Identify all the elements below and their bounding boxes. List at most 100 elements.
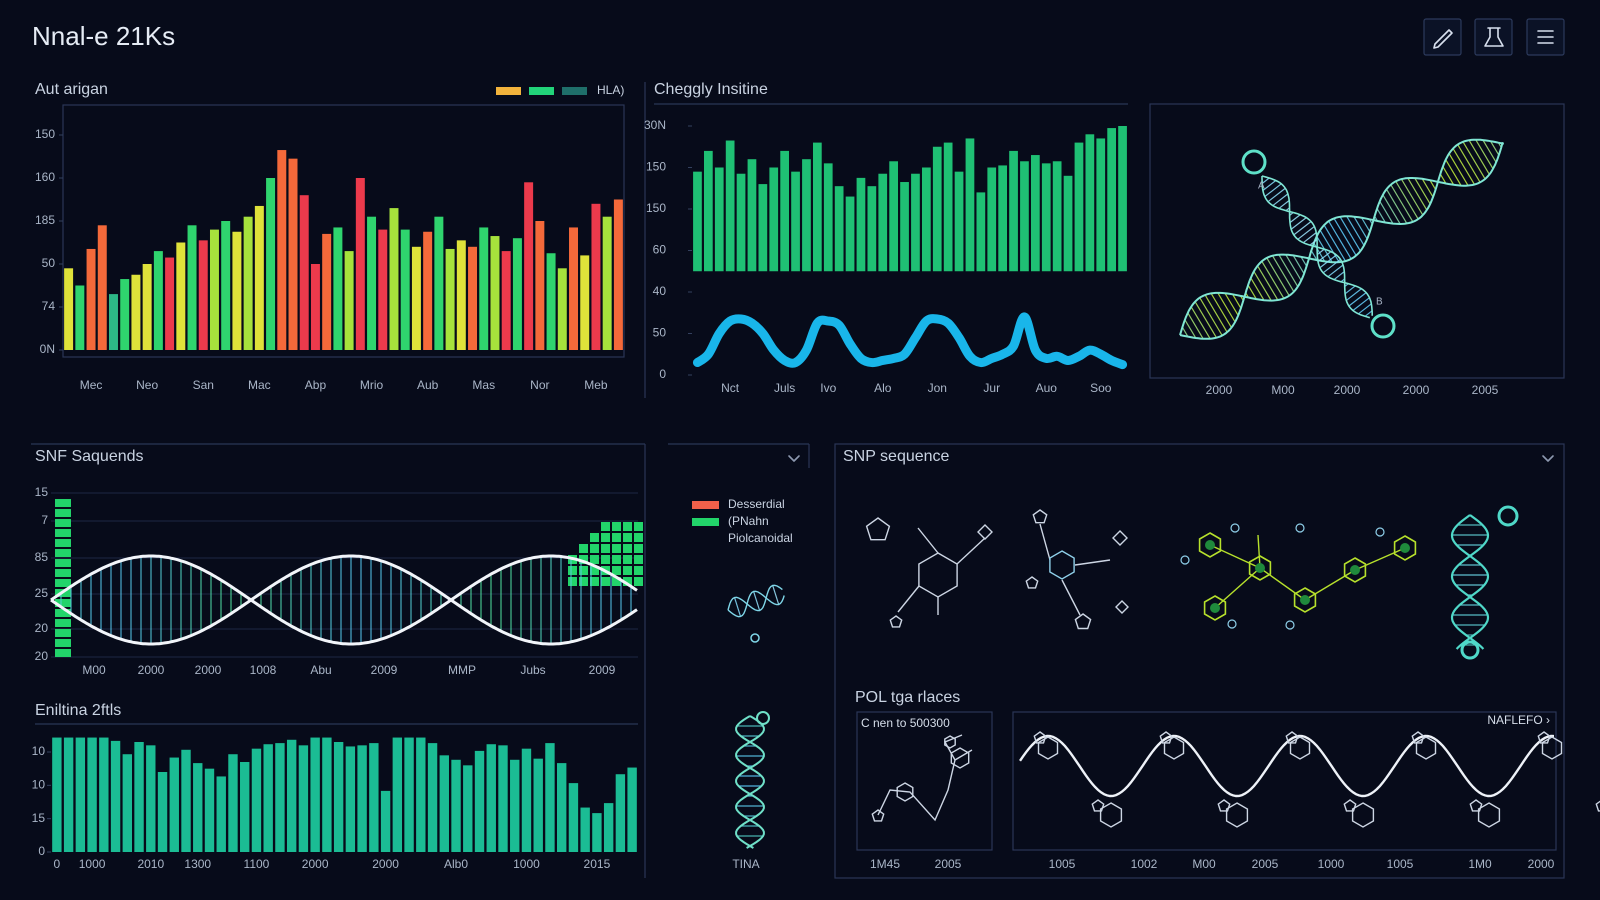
block [55,509,71,517]
edit-icon[interactable] [1433,29,1453,49]
menu-icon[interactable] [1537,30,1554,44]
y-tick-label: 150 [35,127,55,141]
block [601,522,610,531]
block [55,599,71,607]
bar [322,737,332,852]
menu-button[interactable] [1526,18,1565,56]
bar [427,743,438,852]
ring [1595,800,1600,812]
bar [87,737,97,852]
bar [845,196,855,272]
edit-button[interactable] [1423,18,1462,56]
bar [812,142,822,272]
block [568,577,577,586]
ring [889,615,903,628]
bar [345,746,356,852]
ring [1033,731,1047,744]
block [623,544,632,553]
helix-strand [1450,514,1490,650]
lab-icon[interactable] [1484,27,1504,47]
block [623,555,632,564]
helix-rung [1217,292,1236,323]
y-tick-label: 25 [35,586,49,600]
block [601,555,610,564]
bar [228,754,238,852]
lab-button[interactable] [1474,18,1513,56]
block [55,539,71,547]
legend-label: Piolcanoidal [728,531,793,545]
helix-rung [1290,217,1307,230]
ring [977,524,993,540]
atom [1295,523,1305,533]
bar [181,749,191,852]
bar [99,737,109,852]
legend-swatch [496,87,521,95]
helix-rung [1445,159,1462,186]
x-tick-label: 2005 [1252,857,1279,871]
bar [546,253,556,350]
helix-rung [1448,153,1469,186]
helix-rung [1272,193,1289,207]
x-tick-label: 1100 [244,857,270,871]
bar [389,208,399,350]
helix-rung [1204,294,1228,333]
snp-chevron[interactable] [1542,455,1554,462]
helix-rung [1344,285,1356,295]
helix-rung [1261,177,1270,184]
ring [1393,535,1417,561]
helix-rung [1271,255,1295,293]
helix-rung [1358,303,1372,315]
bar [479,227,489,350]
block [634,533,643,542]
block [55,629,71,637]
bar [169,757,179,852]
block [579,544,588,553]
panel-subtitle: POL tga rlaces [855,689,960,706]
helix-rung [1429,179,1437,190]
block [634,522,643,531]
x-tick-label: Jon [928,381,947,395]
bar [198,240,208,350]
x-tick-label: 2000 [1206,383,1233,397]
dna-label: A [1258,181,1265,192]
bond [1061,579,1081,616]
x-tick-label: 2000 [372,857,399,871]
helix-rung [1390,184,1414,223]
y-tick-label: 0 [659,367,666,381]
x-tick-label: 1008 [250,663,277,677]
helix-rung [1184,319,1197,339]
x-tick-label: Soo [1090,381,1112,395]
x-tick-label: 2005 [935,857,962,871]
bar [557,268,567,350]
helix-rung [1293,221,1312,236]
x-tick-label: San [193,378,214,392]
bond [1039,523,1051,561]
bar [134,742,144,852]
helix-rung [1376,208,1386,223]
block [634,544,643,553]
bar [75,285,85,350]
bar [434,216,444,350]
helix-rung [1439,173,1447,184]
bar [592,813,602,852]
helix-strand [1450,514,1490,650]
bar [416,737,426,852]
bar [747,159,757,272]
x-tick-label: 1005 [1387,857,1414,871]
ring [1025,576,1039,589]
block [623,566,632,575]
bar [456,240,466,350]
lab-button-frame[interactable] [1474,18,1513,56]
x-tick-label: M00 [82,663,106,677]
block [579,555,588,564]
helix-rung [1319,229,1340,263]
dropdown-chevron[interactable] [788,455,800,462]
bar [52,737,62,852]
bar [900,182,909,272]
helix-strand [50,554,638,646]
helix-rung [1187,312,1204,340]
bar [725,140,735,272]
helix [1450,514,1490,650]
x-tick-label: 2000 [1403,383,1430,397]
helix-end [1370,313,1396,339]
